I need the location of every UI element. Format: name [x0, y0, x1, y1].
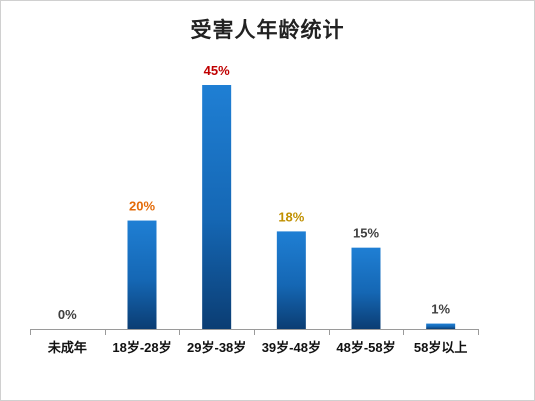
value-label-1: 20% [129, 199, 155, 214]
category-label-4: 48岁-58岁 [336, 340, 395, 355]
value-label-3: 18% [278, 209, 304, 224]
category-label-5: 58岁以上 [414, 340, 467, 355]
value-label-2: 45% [204, 63, 230, 78]
bar-1 [127, 220, 157, 329]
category-label-2: 29岁-38岁 [187, 340, 246, 355]
value-label-4: 15% [353, 226, 379, 241]
category-label-0: 未成年 [47, 340, 87, 355]
value-label-0: 0% [58, 307, 77, 322]
chart-title: 受害人年龄统计 [190, 17, 345, 42]
value-label-5: 1% [431, 302, 450, 317]
bar-4 [351, 247, 381, 329]
bar-2 [202, 85, 232, 329]
bar-3 [276, 231, 306, 329]
bar-5 [426, 323, 456, 329]
category-label-3: 39岁-48岁 [262, 340, 321, 355]
category-label-1: 18岁-28岁 [112, 340, 171, 355]
